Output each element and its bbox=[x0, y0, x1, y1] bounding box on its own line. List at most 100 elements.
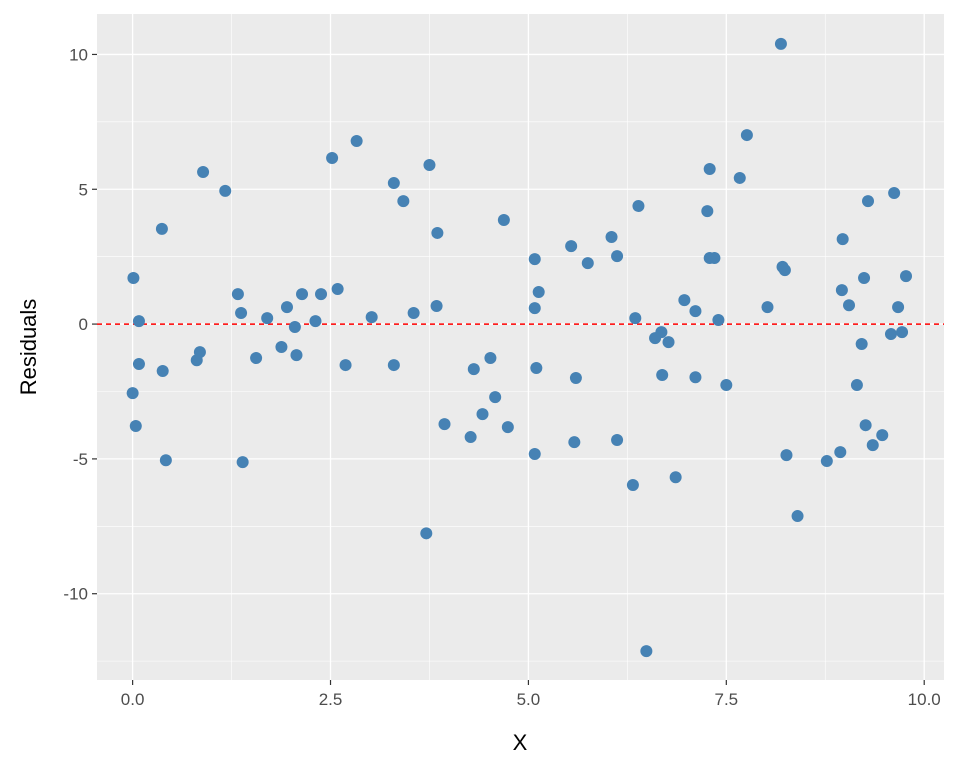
data-point bbox=[835, 284, 848, 297]
data-point bbox=[703, 163, 716, 176]
data-points bbox=[126, 37, 913, 658]
data-point bbox=[629, 312, 642, 325]
data-point bbox=[288, 321, 301, 334]
data-point bbox=[280, 301, 293, 314]
data-point bbox=[159, 454, 172, 467]
data-point bbox=[315, 288, 328, 301]
data-point bbox=[497, 214, 510, 227]
data-point bbox=[565, 240, 578, 253]
data-point bbox=[489, 391, 502, 404]
x-axis-label: X bbox=[513, 730, 528, 755]
data-point bbox=[712, 314, 725, 327]
data-point bbox=[866, 439, 879, 452]
data-point bbox=[431, 226, 444, 239]
y-tick-label: 10 bbox=[69, 45, 88, 64]
data-point bbox=[528, 302, 541, 315]
x-tick-label: 0.0 bbox=[121, 690, 145, 709]
data-point bbox=[438, 418, 451, 431]
data-point bbox=[780, 449, 793, 462]
data-point bbox=[501, 421, 514, 434]
data-point bbox=[430, 300, 443, 313]
data-point bbox=[834, 446, 847, 459]
data-point bbox=[219, 184, 232, 197]
data-point bbox=[701, 205, 714, 218]
data-point bbox=[632, 199, 645, 212]
data-point bbox=[261, 312, 274, 325]
grid-minor bbox=[97, 14, 944, 680]
data-point bbox=[843, 299, 856, 312]
x-axis: 0.0 2.5 5.0 7.5 10.0 bbox=[121, 680, 941, 709]
data-point bbox=[876, 429, 889, 442]
data-point bbox=[611, 434, 624, 447]
data-point bbox=[193, 346, 206, 359]
data-point bbox=[331, 283, 344, 296]
data-point bbox=[862, 195, 875, 208]
data-point bbox=[761, 301, 774, 314]
data-point bbox=[581, 257, 594, 270]
data-point bbox=[235, 307, 248, 320]
data-point bbox=[884, 328, 897, 341]
data-point bbox=[568, 436, 581, 449]
data-point bbox=[236, 456, 249, 469]
y-tick-label: -5 bbox=[73, 450, 88, 469]
data-point bbox=[656, 369, 669, 382]
data-point bbox=[720, 379, 733, 392]
data-point bbox=[339, 359, 352, 372]
data-point bbox=[733, 171, 746, 184]
data-point bbox=[296, 288, 309, 301]
data-point bbox=[387, 359, 400, 372]
data-point bbox=[640, 645, 653, 658]
data-point bbox=[423, 158, 436, 171]
data-point bbox=[464, 431, 477, 444]
data-point bbox=[397, 195, 410, 208]
data-point bbox=[820, 455, 833, 468]
data-point bbox=[290, 349, 303, 362]
x-tick-label: 7.5 bbox=[714, 690, 738, 709]
data-point bbox=[197, 166, 210, 179]
data-point bbox=[129, 420, 142, 433]
data-point bbox=[850, 379, 863, 392]
x-tick-label: 10.0 bbox=[908, 690, 941, 709]
data-point bbox=[156, 364, 169, 377]
data-point bbox=[655, 326, 668, 339]
data-point bbox=[467, 363, 480, 376]
x-tick-label: 2.5 bbox=[319, 690, 343, 709]
data-point bbox=[420, 527, 433, 540]
data-point bbox=[689, 371, 702, 384]
data-point bbox=[231, 288, 244, 301]
data-point bbox=[605, 230, 618, 243]
data-point bbox=[309, 315, 322, 328]
data-point bbox=[132, 315, 145, 328]
data-point bbox=[689, 305, 702, 318]
data-point bbox=[530, 362, 543, 375]
data-point bbox=[326, 151, 339, 164]
data-point bbox=[407, 307, 420, 320]
data-point bbox=[132, 357, 145, 370]
data-point bbox=[611, 250, 624, 263]
y-tick-label: 5 bbox=[79, 180, 88, 199]
data-point bbox=[569, 372, 582, 385]
data-point bbox=[126, 387, 139, 400]
data-point bbox=[678, 294, 691, 307]
data-point bbox=[896, 326, 909, 339]
data-point bbox=[740, 129, 753, 142]
data-point bbox=[791, 510, 804, 523]
data-point bbox=[528, 448, 541, 461]
y-axis: -10 -5 0 5 10 bbox=[63, 45, 97, 604]
data-point bbox=[250, 352, 263, 365]
data-point bbox=[350, 134, 363, 147]
data-point bbox=[708, 252, 721, 265]
data-point bbox=[275, 341, 288, 353]
data-point bbox=[836, 233, 849, 246]
data-point bbox=[528, 253, 541, 266]
data-point bbox=[669, 471, 682, 484]
x-tick-label: 5.0 bbox=[517, 690, 541, 709]
data-point bbox=[155, 222, 168, 235]
data-point bbox=[484, 352, 497, 365]
y-tick-label: 0 bbox=[79, 315, 88, 334]
data-point bbox=[127, 271, 140, 284]
panel-background bbox=[97, 14, 944, 680]
data-point bbox=[892, 301, 905, 314]
data-point bbox=[778, 264, 791, 277]
